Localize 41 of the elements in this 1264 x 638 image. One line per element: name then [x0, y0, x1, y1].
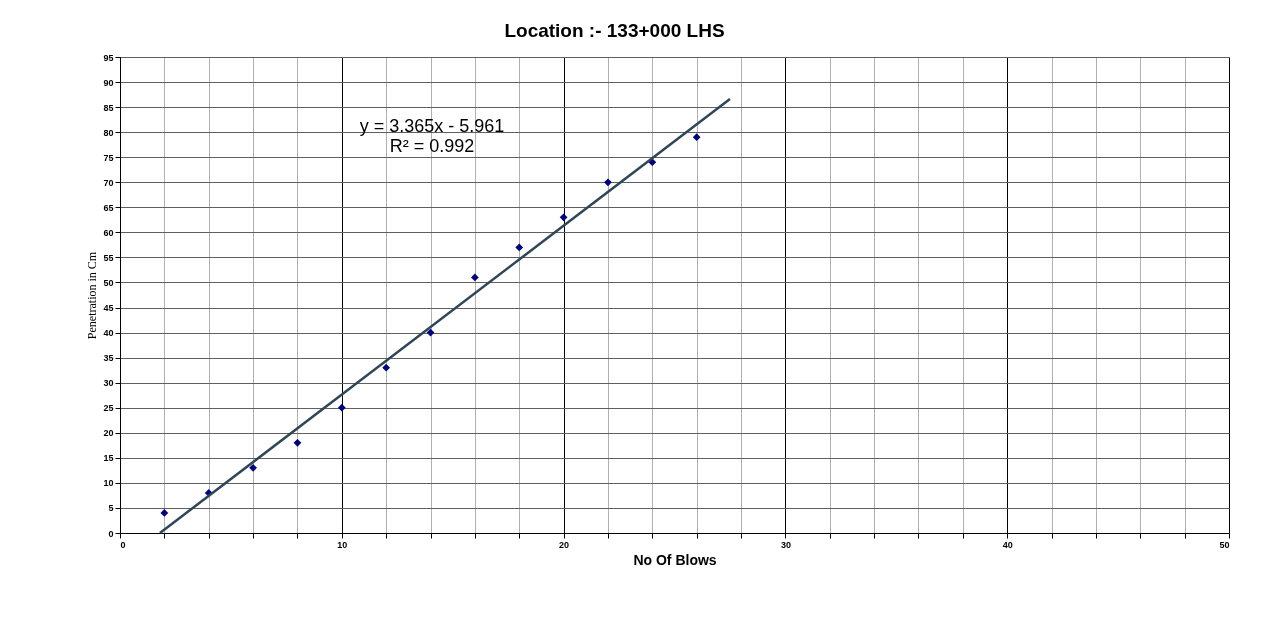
y-tick-label: 60: [103, 227, 114, 238]
chart-title: Location :- 133+000 LHS: [504, 20, 725, 41]
y-tick-label: 40: [103, 328, 114, 339]
point: [604, 178, 612, 187]
y-axis-title: Penetration in Cm: [85, 251, 100, 340]
y-tick-label: 50: [103, 277, 114, 288]
point: [692, 133, 701, 142]
y-tick-label: 80: [103, 127, 114, 138]
x-axis-title: No Of Blows: [633, 551, 717, 568]
y-tick-label: 30: [103, 378, 114, 389]
x-tick-label: 40: [1002, 539, 1013, 550]
y-tick-label: 25: [103, 403, 114, 414]
x-tick-label: 10: [337, 539, 348, 550]
y-tick-label: 85: [103, 102, 114, 113]
x-tick-label: 0: [120, 539, 126, 550]
y-tick-label: 5: [108, 503, 114, 514]
x-tick-label: 20: [559, 539, 570, 550]
point: [515, 243, 524, 252]
y-tick-label: 20: [103, 428, 114, 439]
y-tick-label: 70: [103, 177, 114, 188]
point: [471, 273, 479, 282]
point: [337, 403, 346, 412]
y-tick-label: 0: [108, 528, 114, 539]
point: [293, 438, 302, 447]
point: [382, 363, 391, 372]
y-tick-label: 90: [103, 77, 114, 88]
annotation: y = 3.365x - 5.961: [359, 116, 505, 136]
point: [559, 213, 568, 222]
y-tick-label: 65: [103, 202, 114, 213]
x-tick-label: 50: [1219, 539, 1230, 550]
y-tick-label: 35: [103, 353, 114, 364]
y-tick-label: 75: [103, 152, 114, 163]
point: [160, 509, 169, 517]
x-tick-label: 30: [780, 539, 791, 550]
point: [249, 463, 257, 472]
y-tick-label: 45: [103, 303, 114, 314]
y-tick-label: 95: [103, 52, 114, 63]
annotation: R² = 0.992: [389, 136, 475, 156]
y-tick-label: 55: [103, 252, 114, 263]
y-tick-label: 10: [103, 478, 114, 489]
y-tick-label: 15: [103, 453, 114, 464]
